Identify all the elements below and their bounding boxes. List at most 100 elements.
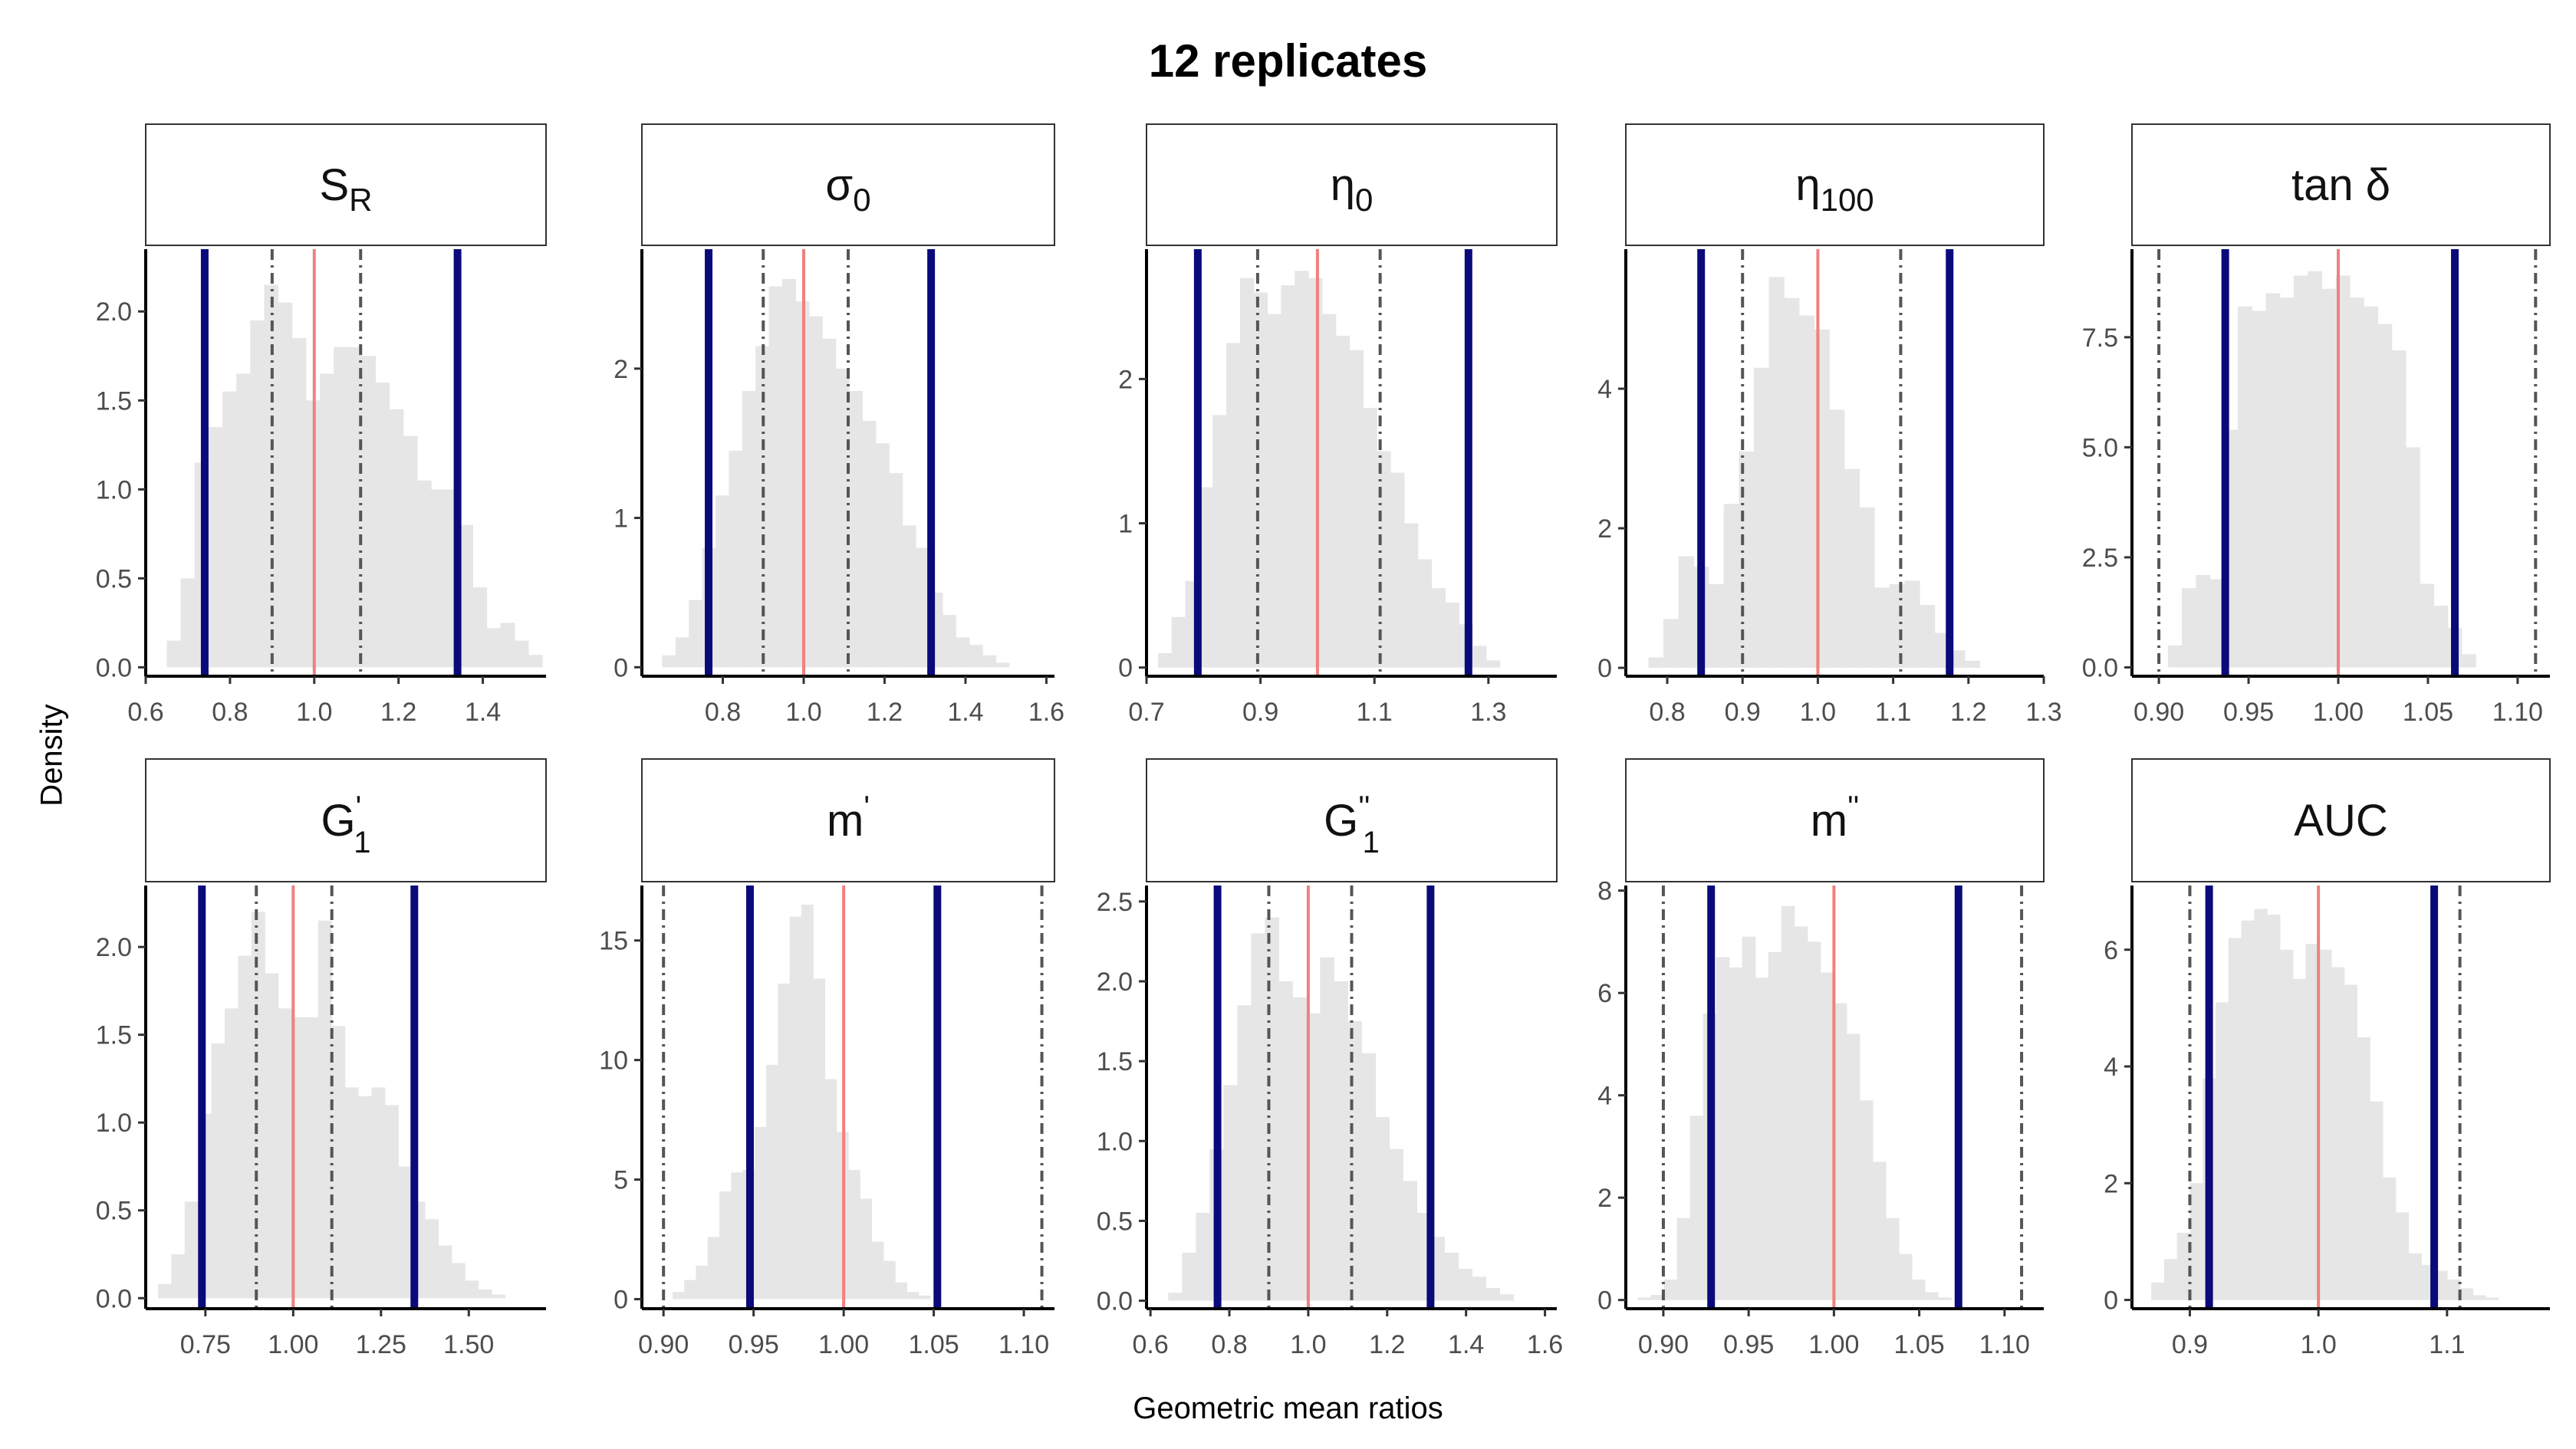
histogram-bar bbox=[459, 524, 473, 668]
y-tick-label: 0 bbox=[1597, 654, 1612, 683]
histogram-bar bbox=[969, 645, 983, 668]
strip-label-sub: 0 bbox=[853, 182, 870, 218]
histogram-bar bbox=[918, 1295, 931, 1300]
histogram-bar bbox=[384, 1105, 399, 1299]
histogram-bar bbox=[319, 373, 334, 668]
strip-label: AUC bbox=[2294, 796, 2387, 846]
strip-label-sub: 1 bbox=[1363, 826, 1380, 859]
histogram-bar bbox=[1417, 559, 1433, 668]
histogram-bar bbox=[1807, 941, 1821, 1300]
panel-AUC: AUC 0 2 4 6 0.9 1.0 1.1 bbox=[2104, 758, 2551, 1359]
y-tick-label: 0.0 bbox=[96, 1284, 132, 1313]
y-tick-label: 0.5 bbox=[96, 1197, 132, 1226]
strip-label: G'' 1 bbox=[1324, 790, 1380, 859]
histogram-bar bbox=[1182, 1253, 1196, 1301]
histogram-bar bbox=[2293, 275, 2308, 668]
strip-label-sub: R bbox=[349, 182, 372, 218]
x-tick-label: 0.9 bbox=[1242, 698, 1278, 727]
x-tick-label: 0.95 bbox=[729, 1330, 779, 1359]
histogram-bar bbox=[171, 1254, 186, 1299]
y-tick-label: 4 bbox=[1597, 1082, 1612, 1111]
histogram-bar bbox=[1389, 1148, 1403, 1301]
histogram-bar bbox=[1885, 1217, 1900, 1300]
histogram-bar bbox=[1278, 981, 1293, 1301]
strip-box bbox=[145, 123, 547, 246]
histogram-bar bbox=[1308, 278, 1323, 668]
histogram-bar bbox=[2254, 909, 2268, 1300]
strip-box bbox=[641, 123, 1055, 246]
histogram-bar bbox=[1689, 1116, 1704, 1300]
y-tick-label: 1.0 bbox=[96, 475, 132, 504]
x-tick-label: 1.2 bbox=[867, 698, 903, 727]
x-tick-label: 1.1 bbox=[1357, 698, 1393, 727]
panel-m_prime: m' 0 5 10 15 0.90 0.95 1.00 1.05 1.10 bbox=[599, 758, 1055, 1359]
histogram-bar bbox=[211, 1043, 225, 1299]
histogram-bar bbox=[871, 1241, 884, 1300]
y-tick-label: 1.0 bbox=[96, 1109, 132, 1138]
y-tick-label: 0 bbox=[614, 1286, 628, 1315]
histogram-bar bbox=[2265, 293, 2281, 668]
strip-label-base: η bbox=[1795, 160, 1820, 210]
histogram-bar bbox=[2167, 645, 2183, 668]
x-tick-label: 1.0 bbox=[785, 698, 821, 727]
strip-label-base: m bbox=[1811, 796, 1847, 846]
histogram-bar bbox=[729, 450, 743, 668]
x-tick-label: 0.6 bbox=[1133, 1330, 1169, 1359]
y-tick-label: 2 bbox=[1597, 1184, 1612, 1213]
figure-title: 12 replicates bbox=[1148, 35, 1428, 87]
x-tick-label: 1.2 bbox=[380, 698, 416, 727]
y-tick-label: 5 bbox=[614, 1166, 628, 1195]
y-tick-label: 0.0 bbox=[2082, 654, 2118, 683]
histogram-bar bbox=[889, 473, 903, 668]
histogram-bar bbox=[1445, 603, 1459, 668]
histogram-bar bbox=[782, 278, 797, 668]
histogram-bar bbox=[1949, 650, 1966, 669]
histogram-bar bbox=[672, 1292, 685, 1300]
histogram-bar bbox=[2216, 1002, 2229, 1300]
histogram-bar bbox=[347, 347, 362, 668]
histogram-bar bbox=[1196, 1213, 1210, 1301]
histogram-bar bbox=[264, 284, 279, 668]
histogram-bar bbox=[278, 302, 293, 668]
histogram-bar bbox=[2189, 1183, 2203, 1300]
histogram-bar bbox=[2349, 297, 2364, 668]
histogram-bar bbox=[1237, 1005, 1252, 1301]
histogram-bar bbox=[1637, 1297, 1652, 1300]
histogram-bar bbox=[344, 1087, 359, 1299]
x-tick-label: 0.8 bbox=[1211, 1330, 1247, 1359]
histogram-bar bbox=[1648, 657, 1664, 669]
histogram-bar bbox=[1361, 1053, 1376, 1301]
histogram-bar bbox=[251, 912, 265, 1299]
histogram-bar bbox=[1898, 1254, 1913, 1300]
x-tick-label: 0.7 bbox=[1128, 698, 1164, 727]
x-tick-label: 0.8 bbox=[705, 698, 741, 727]
strip-label-base: G bbox=[321, 796, 355, 846]
x-tick-label: 1.6 bbox=[1028, 698, 1064, 727]
histogram-bar bbox=[883, 1260, 896, 1300]
histogram-bar bbox=[1349, 350, 1364, 668]
y-tick-label: 2.5 bbox=[1097, 888, 1133, 917]
histogram-bar bbox=[317, 920, 332, 1299]
histogram-bar bbox=[1768, 277, 1785, 669]
histogram-bar bbox=[1390, 472, 1405, 668]
histogram-bar bbox=[1267, 314, 1281, 668]
x-tick-label: 1.10 bbox=[1979, 1330, 2030, 1359]
histogram-bar bbox=[1723, 504, 1739, 669]
histogram-bar bbox=[1281, 285, 1295, 668]
histogram-bar bbox=[1363, 407, 1377, 668]
histogram-bar bbox=[278, 1008, 292, 1299]
x-tick-label: 1.00 bbox=[2313, 698, 2364, 727]
x-tick-label: 1.00 bbox=[818, 1330, 869, 1359]
y-tick-label: 1 bbox=[614, 504, 628, 534]
x-tick-label: 1.1 bbox=[2429, 1330, 2465, 1359]
histogram-bar bbox=[2357, 1037, 2370, 1300]
histogram-bar bbox=[1794, 926, 1808, 1300]
histogram-bar bbox=[849, 391, 864, 668]
x-tick-label: 1.10 bbox=[998, 1330, 1049, 1359]
histogram-bar bbox=[2209, 579, 2225, 668]
histogram-bar bbox=[766, 1064, 778, 1300]
y-tick-label: 1.5 bbox=[96, 386, 132, 416]
histogram-bar bbox=[1919, 605, 1936, 669]
x-tick-label: 1.2 bbox=[1369, 1330, 1405, 1359]
histogram-bar bbox=[1499, 1294, 1515, 1301]
